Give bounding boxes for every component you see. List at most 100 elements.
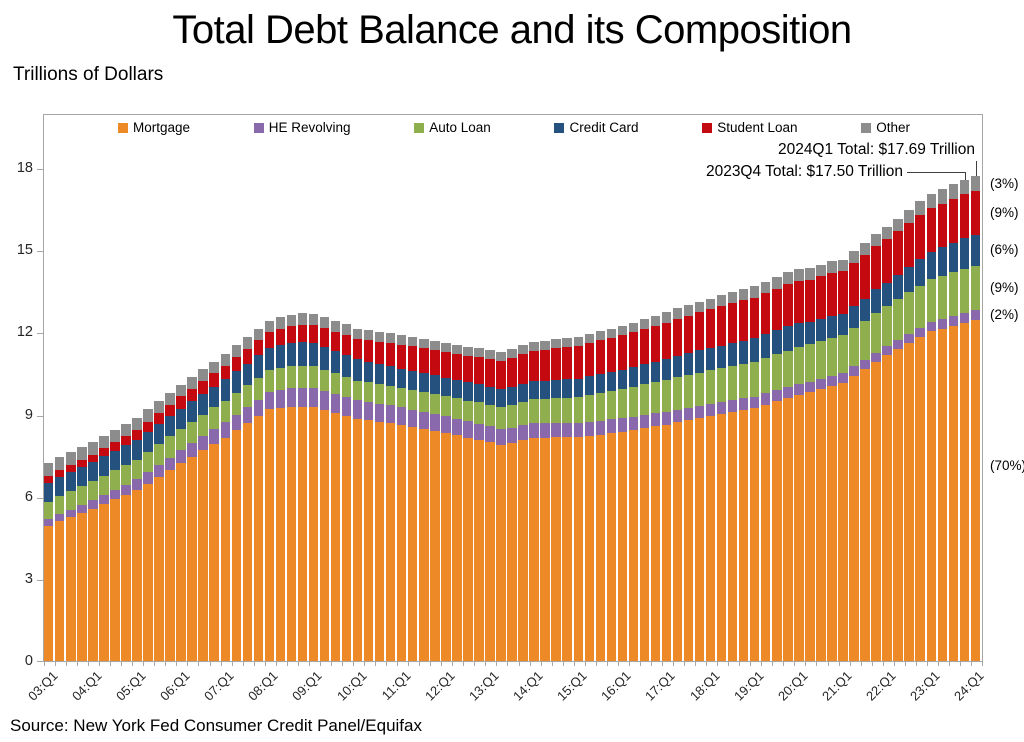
bar-quarter-19 (253, 114, 265, 661)
x-tick-mark-40 (485, 662, 487, 666)
bar-segment-he-revolving (871, 352, 881, 362)
bar-segment-other (672, 308, 683, 319)
bar-segment-he-revolving (540, 423, 550, 438)
bar-segment-credit-card (584, 376, 594, 396)
bar-quarter-73 (849, 114, 860, 661)
bar-segment-mortgage (827, 385, 837, 661)
bar-segment-student-loan (529, 351, 539, 382)
bar-segment-auto-loan (948, 272, 958, 316)
bar-segment-other (363, 330, 374, 341)
bar-quarter-65 (761, 114, 772, 661)
bar-segment-other (816, 264, 826, 277)
bar-segment-he-revolving (55, 514, 65, 522)
bar-segment-credit-card (77, 466, 87, 486)
bar-segment-he-revolving (882, 346, 892, 355)
bar-quarter-64 (750, 114, 761, 661)
bar-segment-student-loan (419, 348, 429, 373)
bar-segment-credit-card (683, 353, 694, 376)
bar-segment-mortgage (143, 483, 153, 661)
bar-segment-he-revolving (187, 443, 197, 457)
bar-segment-mortgage (66, 517, 76, 661)
bar-segment-auto-loan (176, 428, 186, 451)
bar-segment-credit-card (419, 372, 429, 392)
bar-segment-auto-loan (750, 361, 760, 397)
bar-segment-student-loan (507, 357, 517, 387)
percent-label-credit-card: (6%) (990, 242, 1019, 258)
bar-segment-mortgage (463, 437, 473, 661)
x-tick-mark-25 (319, 662, 321, 666)
bar-segment-mortgage (485, 441, 495, 661)
x-tick-mark-81 (937, 662, 939, 666)
bar-segment-other (187, 376, 197, 389)
bar-segment-mortgage (165, 470, 175, 661)
bar-segment-he-revolving (209, 429, 219, 444)
y-tick-mark-3 (37, 579, 43, 581)
x-tick-mark-82 (948, 662, 950, 666)
bar-segment-student-loan (441, 352, 451, 378)
bar-segment-he-revolving (374, 403, 385, 422)
bar-segment-auto-loan (573, 397, 583, 424)
legend-swatch-mortgage (118, 122, 128, 133)
bar-segment-other (231, 345, 241, 357)
bar-segment-credit-card (264, 347, 275, 371)
bar-segment-other (341, 324, 352, 335)
legend-label-auto-loan: Auto Loan (429, 120, 491, 135)
bar-segment-student-loan (99, 448, 109, 457)
x-tick-mark-66 (772, 662, 774, 666)
x-tick-mark-35 (430, 662, 432, 666)
x-tick-mark-51 (606, 662, 608, 666)
bar-segment-auto-loan (441, 396, 451, 417)
bar-segment-credit-card (66, 472, 76, 492)
bar-segment-mortgage (341, 415, 352, 661)
bar-segment-other (264, 320, 275, 332)
bar-segment-auto-loan (198, 414, 208, 437)
bar-quarter-32 (397, 114, 408, 661)
x-tick-mark-18 (242, 662, 244, 666)
x-tick-mark-75 (871, 662, 873, 666)
bar-segment-mortgage (264, 409, 275, 661)
bar-segment-mortgage (937, 328, 947, 661)
bar-quarter-79 (915, 114, 926, 661)
bar-segment-credit-card (672, 355, 683, 378)
bar-segment-student-loan (408, 346, 418, 371)
x-tick-mark-77 (893, 662, 895, 666)
bar-quarter-83 (959, 114, 971, 661)
bar-segment-mortgage (772, 401, 782, 661)
bar-segment-auto-loan (55, 496, 65, 515)
bar-segment-auto-loan (650, 382, 661, 414)
bar-segment-he-revolving (738, 398, 749, 410)
bar-segment-credit-card (805, 321, 815, 345)
bar-segment-student-loan (617, 335, 628, 370)
bar-quarter-35 (430, 114, 441, 661)
bar-segment-auto-loan (937, 275, 947, 319)
bar-segment-credit-card (639, 364, 650, 385)
bar-segment-credit-card (452, 379, 462, 399)
bar-segment-he-revolving (308, 387, 319, 408)
bar-segment-student-loan (573, 346, 583, 379)
bar-segment-student-loan (165, 404, 175, 417)
bar-segment-he-revolving (937, 318, 947, 329)
bar-segment-mortgage (419, 428, 429, 661)
bar-segment-mortgage (860, 368, 870, 661)
bar-segment-student-loan (187, 388, 197, 402)
bar-quarter-84 (970, 114, 982, 661)
bar-segment-he-revolving (154, 464, 164, 477)
bar-segment-mortgage (959, 323, 970, 661)
bar-segment-auto-loan (727, 365, 738, 401)
bar-quarter-70 (816, 114, 827, 661)
bar-segment-mortgage (761, 404, 771, 661)
bar-segment-auto-loan (683, 375, 694, 408)
bar-segment-he-revolving (143, 472, 153, 484)
bar-segment-mortgage (816, 388, 826, 661)
bar-segment-auto-loan (639, 384, 650, 416)
bar-segment-credit-card (385, 366, 396, 387)
bar-segment-credit-card (341, 355, 352, 377)
x-tick-mark-22 (286, 662, 288, 666)
bar-segment-he-revolving (397, 407, 407, 425)
bar-segment-auto-loan (231, 392, 241, 415)
bar-segment-credit-card (727, 342, 738, 366)
x-tick-mark-45 (540, 662, 542, 666)
bar-quarter-82 (948, 114, 960, 661)
bar-segment-mortgage (948, 325, 958, 661)
